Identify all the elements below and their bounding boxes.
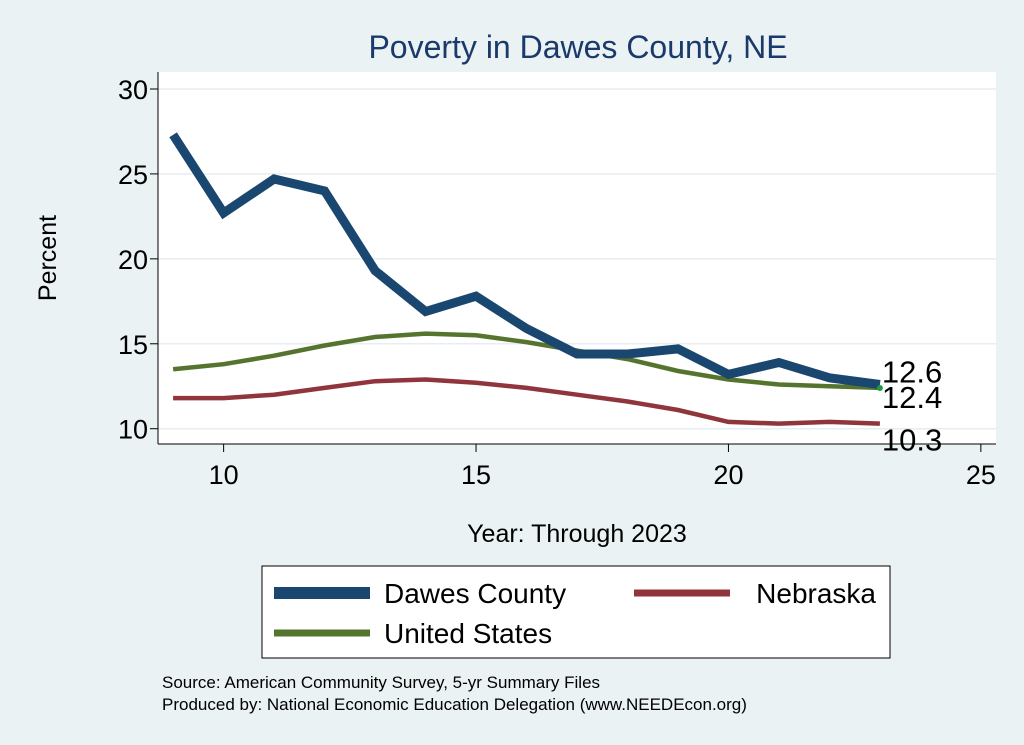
- chart-title: Poverty in Dawes County, NE: [368, 29, 787, 65]
- legend: Dawes County Nebraska United States: [274, 578, 876, 649]
- end-label-dawes-county: 12.6: [882, 355, 942, 390]
- y-tick-label: 25: [118, 160, 148, 190]
- series-lines: [169, 132, 883, 426]
- x-axis-ticks: 10 15 20 25: [209, 444, 996, 490]
- series-line-nebraska: [173, 377, 880, 426]
- x-tick-label: 20: [713, 460, 743, 490]
- x-tick-label: 25: [966, 460, 996, 490]
- y-tick-label: 30: [118, 75, 148, 105]
- source-note: Source: American Community Survey, 5-yr …: [162, 673, 600, 692]
- y-tick-label: 20: [118, 245, 148, 275]
- legend-box: [261, 565, 891, 659]
- y-axis-ticks: 10 15 20 25 30: [118, 75, 158, 445]
- produced-by-note: Produced by: National Economic Education…: [162, 695, 747, 714]
- end-label-nebraska: 10.3: [882, 423, 942, 458]
- grid-lines: [158, 88, 996, 430]
- x-tick-label: 10: [209, 460, 239, 490]
- x-tick-label: 15: [461, 460, 491, 490]
- y-axis-title: Percent: [34, 215, 62, 301]
- legend-label-dawes-county: Dawes County: [384, 578, 566, 609]
- end-label-united-states: 12.4: [882, 380, 942, 415]
- end-labels: 12.6 10.3 12.4: [882, 355, 942, 458]
- series-line-dawes-county: [169, 132, 881, 389]
- legend-label-united-states: United States: [384, 618, 552, 649]
- x-axis-title: Year: Through 2023: [467, 520, 687, 548]
- y-tick-label: 15: [118, 330, 148, 360]
- series-line-united-states: [172, 331, 880, 391]
- legend-label-nebraska: Nebraska: [756, 578, 876, 609]
- y-tick-label: 10: [118, 415, 148, 445]
- end-point-marker: [876, 384, 883, 391]
